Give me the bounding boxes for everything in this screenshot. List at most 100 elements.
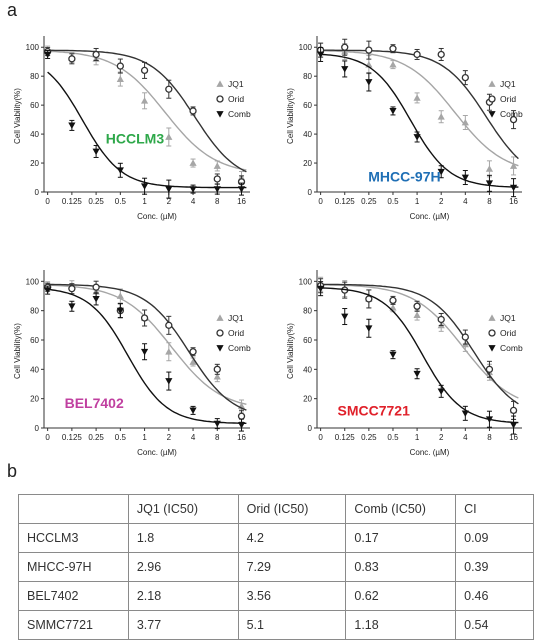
data-point [461, 73, 469, 82]
table-cell: 1.18 [345, 610, 457, 640]
table-cell: HCCLM3 [18, 523, 129, 553]
data-point [341, 313, 349, 321]
y-tick-label: 20 [303, 159, 312, 168]
data-point [213, 162, 221, 169]
data-point [237, 412, 246, 420]
legend-label: Orid [228, 94, 244, 104]
y-tick-label: 80 [303, 307, 312, 316]
legend-marker [488, 345, 496, 352]
data-point [116, 167, 124, 174]
table-row: MHCC-97H 2.96 7.29 0.83 0.39 [18, 552, 534, 582]
x-tick-label: 8 [215, 433, 220, 442]
data-point [437, 168, 445, 176]
data-point [213, 420, 221, 428]
legend-marker [488, 329, 496, 337]
y-tick-label: 40 [303, 130, 312, 139]
y-tick-label: 80 [30, 72, 39, 81]
dose-response-chart: 0 20 40 60 80 100 0 0.125 0.25 0.5 1 2 4 8 16 Conc. (µM… [286, 270, 523, 457]
data-point [413, 370, 421, 378]
y-axis-label: Cell Viability(%) [286, 323, 295, 379]
data-point [461, 333, 469, 341]
data-point [389, 351, 397, 359]
legend-marker [488, 111, 496, 118]
y-tick-label: 100 [299, 277, 313, 286]
data-point [68, 122, 76, 130]
table-header-cell [18, 494, 129, 524]
data-point [413, 311, 421, 318]
legend-marker [216, 329, 224, 337]
x-tick-label: 0.5 [387, 197, 399, 206]
table-row: BEL7402 2.18 3.56 0.62 0.46 [18, 581, 534, 611]
x-axis-label: Conc. (µM) [137, 448, 177, 457]
data-point [68, 285, 76, 293]
data-point [389, 45, 397, 53]
data-point [92, 148, 100, 156]
y-tick-label: 60 [30, 336, 39, 345]
data-point [68, 55, 76, 63]
fit-curve [47, 50, 247, 171]
x-tick-label: 4 [463, 197, 468, 206]
data-point [116, 292, 124, 299]
data-point [413, 134, 421, 141]
table-cell: 4.2 [237, 523, 347, 553]
legend-marker [216, 95, 224, 103]
data-point [509, 406, 518, 415]
data-point [485, 365, 494, 373]
data-point [365, 325, 373, 332]
table-cell: 0.62 [345, 581, 457, 611]
x-tick-label: 0.25 [361, 197, 377, 206]
panel-a-label: a [7, 0, 18, 20]
data-point [140, 348, 149, 356]
data-point [165, 378, 173, 385]
data-point [189, 358, 197, 365]
cell-line-label: BEL7402 [65, 395, 124, 411]
x-tick-label: 2 [167, 433, 172, 442]
fit-curve [320, 50, 519, 167]
data-point [509, 162, 518, 169]
table-header-cell: Orid (IC50) [237, 494, 347, 524]
legend-label: Orid [500, 94, 516, 104]
data-point [116, 62, 124, 70]
data-point [213, 175, 221, 183]
data-point [437, 50, 445, 59]
data-point [92, 296, 100, 303]
table-cell: 2.18 [127, 581, 239, 611]
x-tick-label: 4 [191, 197, 196, 206]
cell-line-label: HCCLM3 [106, 130, 165, 146]
data-point [213, 365, 221, 373]
legend-label: Orid [228, 328, 244, 338]
x-tick-label: 0 [45, 197, 50, 206]
table-cell: 0.83 [345, 552, 457, 582]
table-header-cell: JQ1 (IC50) [127, 494, 239, 524]
data-point [485, 165, 494, 172]
table-cell: 0.54 [455, 610, 534, 640]
dose-response-chart: 0 20 40 60 80 100 0 0.125 0.25 0.5 1 2 4 8 16 Conc. (µM… [13, 36, 251, 221]
table-cell: 2.96 [127, 552, 239, 582]
x-tick-label: 16 [509, 197, 518, 206]
y-tick-label: 40 [30, 365, 39, 374]
y-tick-label: 60 [303, 101, 312, 110]
data-point [341, 43, 349, 51]
legend-label: JQ1 [228, 79, 244, 89]
legend-label: Comb [228, 343, 251, 353]
data-point [140, 314, 149, 322]
x-tick-label: 0 [45, 433, 50, 442]
table-cell: 3.77 [127, 610, 239, 640]
dose-response-chart: 0 20 40 60 80 100 0 0.125 0.25 0.5 1 2 4 8 16 Conc. (µM… [286, 36, 523, 221]
y-tick-label: 100 [26, 277, 40, 286]
y-tick-label: 0 [35, 424, 40, 433]
data-point [437, 388, 445, 395]
table-cell: 5.1 [237, 610, 347, 640]
y-axis-label: Cell Viability(%) [13, 323, 22, 379]
data-point [213, 186, 221, 193]
x-tick-label: 0.5 [387, 433, 399, 442]
cell-line-label: SMCC7721 [338, 403, 411, 419]
data-point [189, 407, 197, 414]
data-point [485, 416, 494, 423]
fit-curve [47, 71, 247, 189]
data-point [140, 66, 149, 75]
data-point [189, 107, 197, 115]
x-tick-label: 1 [415, 433, 420, 442]
table-cell: 7.29 [237, 552, 347, 582]
data-point [68, 303, 76, 310]
